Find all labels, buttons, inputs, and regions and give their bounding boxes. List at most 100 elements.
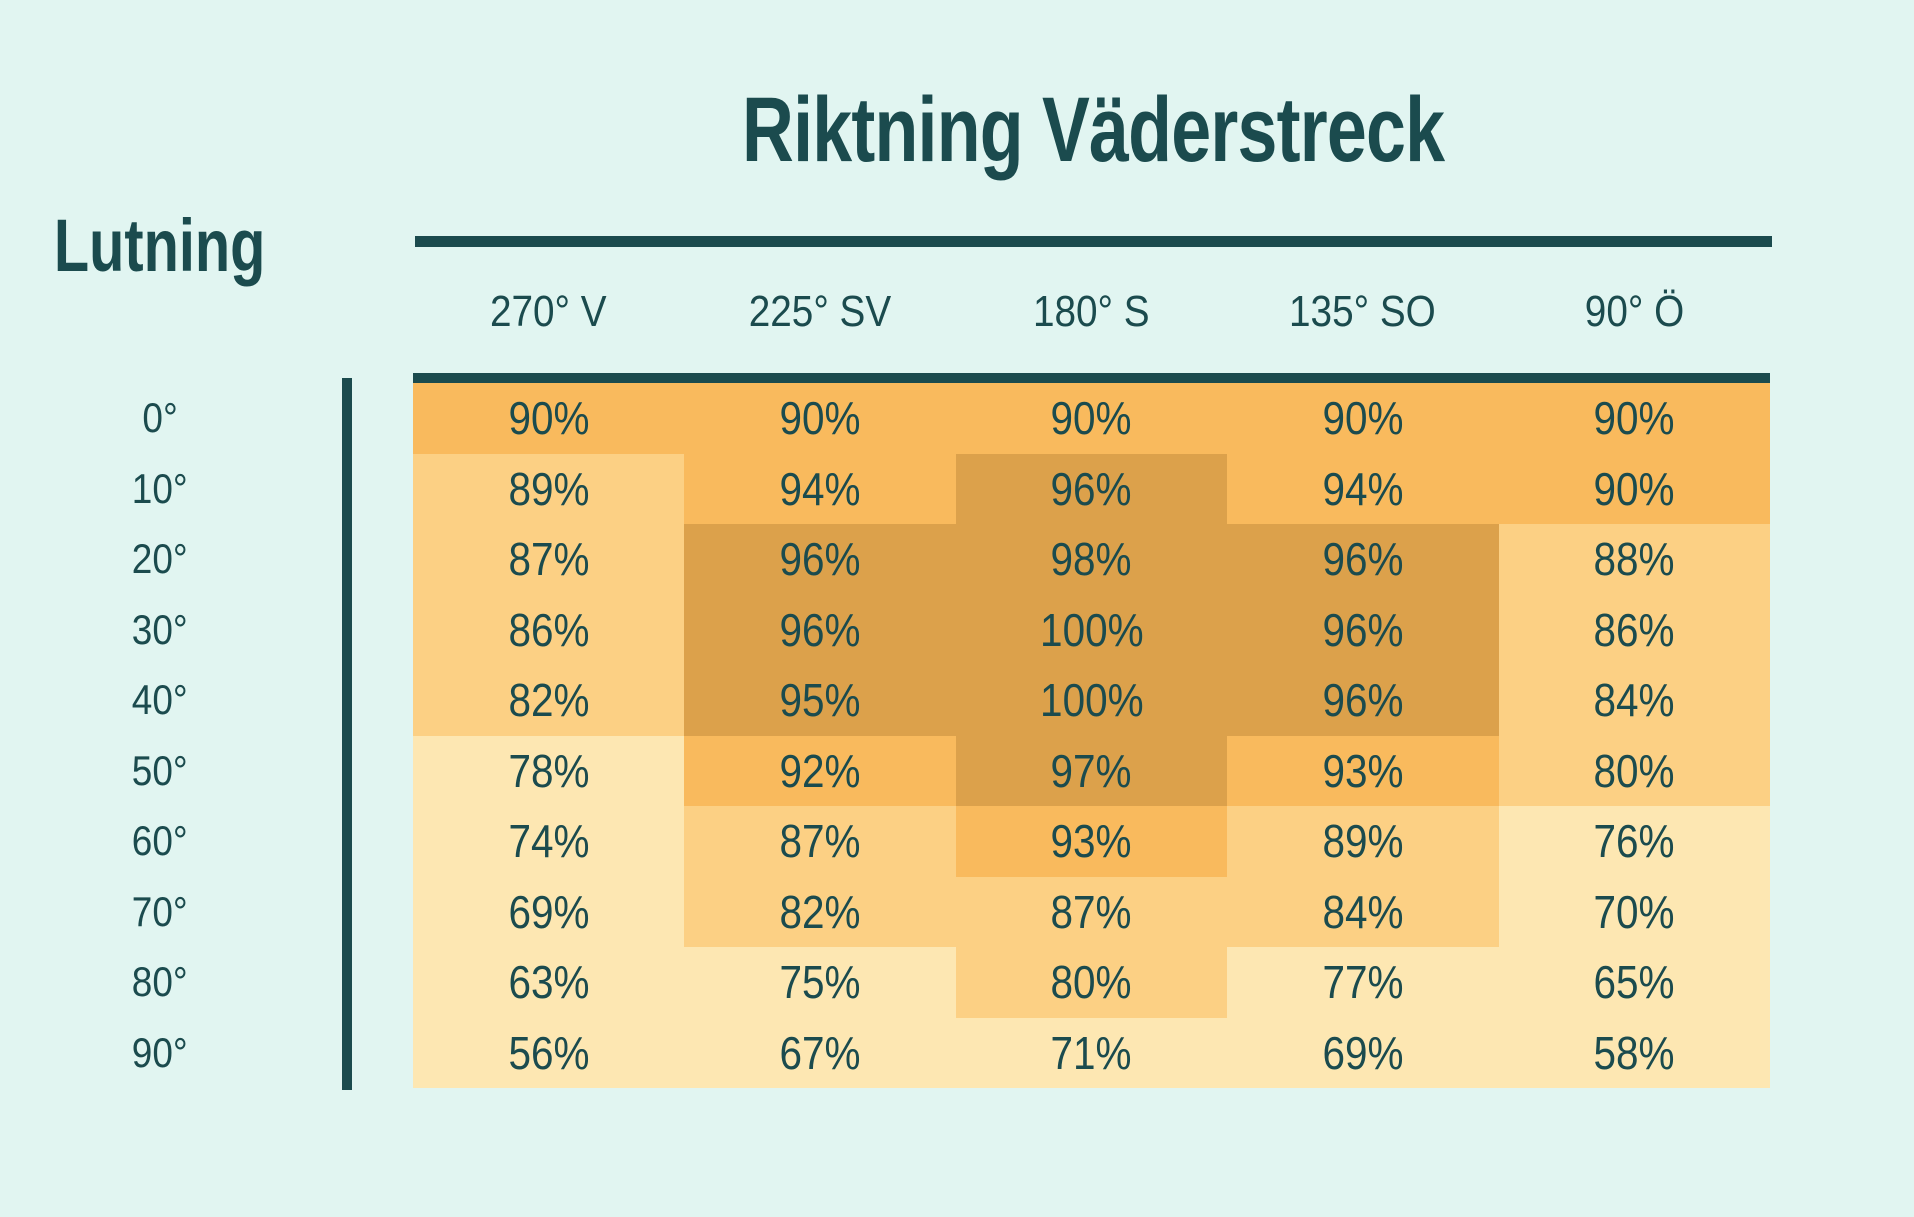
row-axis-label: Lutning [20, 200, 300, 292]
heatmap-cell-r5-c0: 78% [413, 735, 685, 806]
row-label-column: 0° 10° 20° 30° 40° 50° 60° 70° 80° 90° [55, 383, 265, 1088]
heatmap-cell-r9-c2: 71% [955, 1017, 1228, 1088]
column-header-1: 225° SV [684, 282, 955, 342]
row-label-text: 40° [132, 676, 188, 724]
column-header-3: 135° SO [1227, 282, 1498, 342]
row-label-0: 0° [55, 383, 265, 454]
row-axis-label-text: Lutning [54, 204, 266, 287]
column-header-text: 270° V [490, 287, 608, 336]
heatmap-cell-value: 96% [1050, 462, 1133, 515]
column-header-text: 180° S [1033, 287, 1150, 336]
heatmap-cell-r2-c3: 96% [1227, 524, 1499, 595]
heatmap-cell-r4-c1: 95% [684, 665, 956, 736]
heatmap-cell-r7-c3: 84% [1227, 876, 1499, 947]
heatmap-cell-value: 94% [1322, 462, 1404, 515]
heatmap-cell-value: 90% [1050, 392, 1133, 445]
heatmap-cell-value: 90% [1593, 462, 1675, 515]
heatmap-cell-value: 96% [1322, 674, 1404, 727]
heatmap-cell-value: 96% [1322, 603, 1404, 656]
heatmap-cell-value: 87% [779, 815, 861, 868]
heatmap-cell-r1-c0: 89% [413, 453, 685, 524]
heatmap-cell-value: 90% [508, 392, 590, 445]
row-label-text: 20° [132, 535, 188, 583]
row-label-9: 90° [55, 1018, 265, 1089]
heatmap-cell-r7-c4: 70% [1498, 876, 1770, 947]
column-header-text: 135° SO [1289, 287, 1437, 336]
heatmap-cell-r6-c3: 89% [1227, 806, 1499, 877]
row-label-text: 60° [132, 817, 188, 865]
heatmap-cell-value: 78% [508, 744, 590, 797]
heatmap-cell-r0-c3: 90% [1227, 383, 1499, 454]
row-label-7: 70° [55, 877, 265, 948]
heatmap-cell-value: 93% [1050, 815, 1133, 868]
heatmap-cell-r9-c4: 58% [1498, 1017, 1770, 1088]
heatmap-cell-value: 88% [1593, 533, 1675, 586]
heatmap-cell-value: 95% [779, 674, 861, 727]
heatmap-cell-r1-c2: 96% [955, 453, 1228, 524]
heatmap-cell-r6-c1: 87% [684, 806, 956, 877]
heatmap-cell-value: 82% [508, 674, 590, 727]
heatmap-cell-r8-c0: 63% [413, 947, 685, 1018]
heatmap-cell-value: 94% [779, 462, 861, 515]
heatmap-cell-value: 69% [508, 885, 590, 938]
row-label-text: 30° [132, 605, 188, 653]
row-label-text: 70° [132, 887, 188, 935]
heatmap-cell-value: 70% [1593, 885, 1675, 938]
heatmap-cell-value: 84% [1593, 674, 1675, 727]
row-label-8: 80° [55, 947, 265, 1018]
heatmap-cell-value: 87% [1050, 885, 1133, 938]
heatmap-cell-value: 63% [508, 956, 590, 1009]
heatmap-cell-r5-c1: 92% [684, 735, 956, 806]
heatmap-cell-value: 100% [1039, 603, 1144, 656]
column-header-row: 270° V 225° SV 180° S 135° SO 90° Ö [413, 282, 1770, 342]
heatmap-cell-r5-c2: 97% [955, 735, 1228, 806]
heatmap-cell-r3-c0: 86% [413, 594, 685, 665]
heatmap-cell-r3-c1: 96% [684, 594, 956, 665]
heatmap-cell-value: 96% [779, 533, 861, 586]
heatmap-cell-r8-c3: 77% [1227, 947, 1499, 1018]
heatmap-cell-r3-c3: 96% [1227, 594, 1499, 665]
heatmap-cell-r4-c0: 82% [413, 665, 685, 736]
chart-title: Riktning Väderstreck [415, 78, 1772, 183]
heatmap-cell-value: 65% [1593, 956, 1675, 1009]
column-header-0: 270° V [413, 282, 684, 342]
heatmap-cell-value: 84% [1322, 885, 1404, 938]
heatmap-grid: 90% 90% 90% 90% 90% 89% 94% 96% 94% 90% 87% 96% 98% 9… [413, 383, 1770, 1088]
row-label-4: 40° [55, 665, 265, 736]
heatmap-cell-value: 90% [779, 392, 861, 445]
heatmap-cell-r1-c4: 90% [1498, 453, 1770, 524]
row-label-text: 50° [132, 746, 188, 794]
heatmap-cell-r5-c3: 93% [1227, 735, 1499, 806]
heatmap-cell-r4-c4: 84% [1498, 665, 1770, 736]
heatmap-cell-value: 92% [779, 744, 861, 797]
heatmap-cell-r1-c3: 94% [1227, 453, 1499, 524]
title-underline-rule [415, 236, 1772, 247]
row-label-text: 80° [132, 958, 188, 1006]
heatmap-cell-r1-c1: 94% [684, 453, 956, 524]
heatmap-cell-r2-c0: 87% [413, 524, 685, 595]
heatmap-cell-value: 75% [779, 956, 861, 1009]
heatmap-cell-r0-c4: 90% [1498, 383, 1770, 454]
heatmap-cell-r8-c4: 65% [1498, 947, 1770, 1018]
heatmap-cell-value: 56% [508, 1026, 590, 1079]
heatmap-cell-r9-c1: 67% [684, 1017, 956, 1088]
heatmap-cell-value: 69% [1322, 1026, 1404, 1079]
heatmap-cell-value: 98% [1050, 533, 1133, 586]
heatmap-cell-r6-c2: 93% [955, 806, 1228, 877]
chart-title-text: Riktning Väderstreck [742, 79, 1445, 181]
heatmap-cell-value: 89% [508, 462, 590, 515]
column-header-2: 180° S [956, 282, 1227, 342]
heatmap-cell-r4-c2: 100% [955, 665, 1228, 736]
heatmap-cell-r4-c3: 96% [1227, 665, 1499, 736]
heatmap-cell-r2-c2: 98% [955, 524, 1228, 595]
heatmap-cell-r9-c0: 56% [413, 1017, 685, 1088]
heatmap-cell-r7-c2: 87% [955, 876, 1228, 947]
heatmap-cell-value: 100% [1039, 674, 1144, 727]
row-label-3: 30° [55, 595, 265, 666]
heatmap-cell-r2-c1: 96% [684, 524, 956, 595]
heatmap-cell-r2-c4: 88% [1498, 524, 1770, 595]
column-header-text: 90° Ö [1584, 287, 1685, 336]
heatmap-cell-value: 80% [1050, 956, 1133, 1009]
heatmap-cell-value: 86% [1593, 603, 1675, 656]
